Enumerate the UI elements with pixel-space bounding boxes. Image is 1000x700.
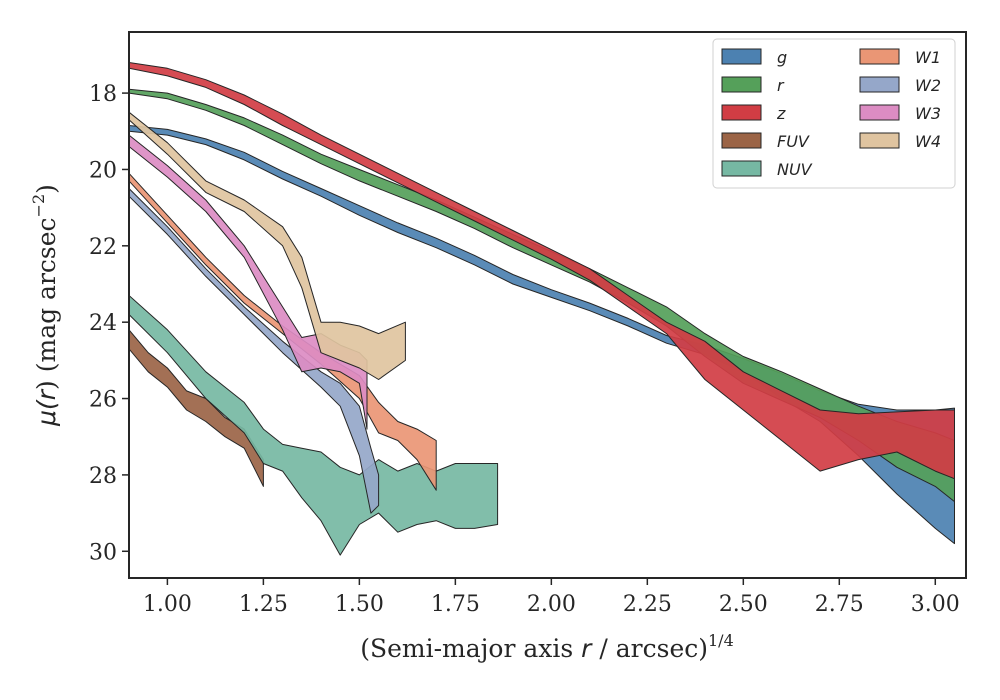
x-axis-ticks: 1.00 1.25 1.50 1.75 2.00 2.25 2.50 2.75 3.00 (143, 578, 960, 617)
legend-swatch-w2 (859, 76, 900, 93)
y-tick-label: 24 (89, 311, 117, 336)
legend-label-w3: W3 (915, 104, 941, 123)
legend-swatch-w3 (859, 104, 900, 121)
band-g (129, 125, 955, 545)
legend-swatch-r (721, 76, 762, 93)
x-tick-label: 2.25 (623, 592, 672, 617)
legend-box (712, 38, 956, 189)
legend-label-w4: W4 (915, 132, 941, 151)
y-axis-label: μ(r) (mag arcsec−2) (29, 184, 61, 427)
legend-label-nuv: NUV (777, 160, 813, 179)
x-tick-label: 2.50 (719, 592, 768, 617)
band-fuv (129, 329, 264, 487)
legend-swatch-z (721, 104, 762, 121)
plot-areas (129, 62, 955, 556)
x-tick-label: 2.00 (527, 592, 576, 617)
band-w1 (129, 172, 437, 491)
legend-swatch-w4 (859, 132, 900, 149)
x-tick-label: 1.00 (143, 592, 192, 617)
band-z (129, 62, 955, 480)
legend-label-fuv: FUV (777, 132, 810, 151)
x-tick-label: 1.50 (335, 592, 384, 617)
legend-label-r: r (777, 76, 785, 95)
y-tick-label: 28 (89, 464, 117, 489)
band-w3 (129, 134, 368, 430)
plot-frame (128, 31, 967, 579)
y-tick-label: 22 (89, 235, 117, 260)
y-tick-label: 18 (89, 82, 117, 107)
legend-label-w2: W2 (915, 76, 941, 95)
y-tick-label: 30 (89, 540, 117, 565)
y-tick-label: 26 (89, 388, 117, 413)
y-axis-ticks: 18 20 22 24 26 28 30 (89, 82, 129, 565)
legend-swatch-w1 (859, 48, 900, 65)
legend-label-w1: W1 (915, 48, 941, 67)
y-tick-label: 20 (89, 158, 117, 183)
x-tick-label: 2.75 (815, 592, 864, 617)
x-tick-label: 1.75 (431, 592, 480, 617)
legend-swatch-nuv (721, 160, 762, 177)
legend-label-g: g (777, 48, 787, 67)
legend-swatch-fuv (721, 132, 762, 149)
x-axis-label: (Semi-major axis r / arcsec)1/4 (360, 631, 734, 663)
band-nuv (129, 295, 499, 556)
band-w2 (129, 188, 380, 514)
x-tick-label: 1.25 (239, 592, 288, 617)
band-w4 (129, 111, 406, 380)
legend: grz FUV NUV W1 W2 W3 W4 (712, 38, 956, 189)
legend-label-z: z (776, 104, 786, 123)
legend-swatch-g (721, 48, 762, 65)
x-tick-label: 3.00 (911, 592, 960, 617)
